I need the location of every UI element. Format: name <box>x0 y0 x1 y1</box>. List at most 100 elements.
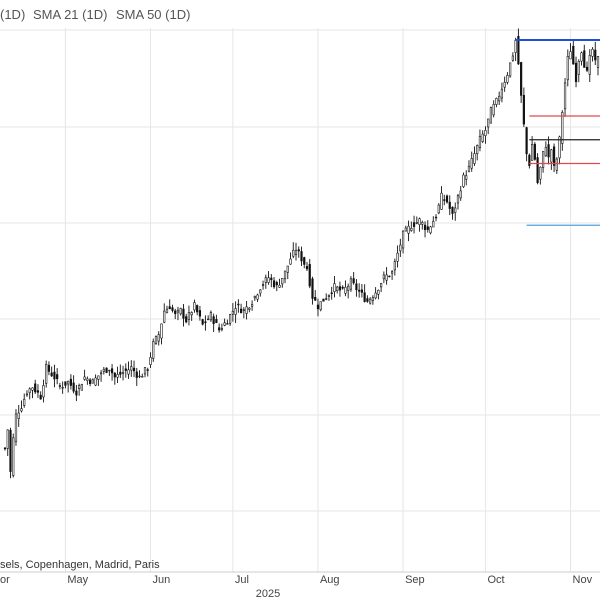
candle <box>94 374 97 387</box>
candle <box>470 151 473 172</box>
candle <box>297 246 300 258</box>
candle <box>536 153 539 185</box>
candle <box>204 315 207 331</box>
candle <box>127 361 130 379</box>
candle <box>91 378 94 384</box>
candle <box>437 203 440 215</box>
candle <box>3 447 7 451</box>
candle <box>498 91 501 106</box>
candle <box>594 41 597 65</box>
candle <box>146 367 149 377</box>
candle <box>20 400 23 413</box>
candle <box>157 331 160 346</box>
candle <box>456 193 460 210</box>
candle <box>401 230 405 254</box>
candle <box>358 283 361 298</box>
candle <box>190 311 193 321</box>
candle <box>333 276 336 298</box>
candle <box>421 220 424 230</box>
candle <box>130 360 133 377</box>
candle <box>267 271 270 285</box>
candle <box>110 364 114 381</box>
candle <box>289 252 292 265</box>
candle <box>281 277 284 288</box>
candle <box>330 286 333 300</box>
candle <box>443 194 446 206</box>
candle <box>105 367 108 374</box>
candle <box>300 246 303 267</box>
exchange-note: sels, Copenhagen, Madrid, Paris <box>0 559 160 571</box>
candle <box>143 367 147 378</box>
candle <box>547 136 550 165</box>
candle <box>89 377 92 387</box>
candle <box>83 369 86 381</box>
candle <box>185 313 188 324</box>
candle <box>12 433 15 478</box>
candle <box>124 363 127 378</box>
x-tick-label: Sep <box>405 574 425 586</box>
candle <box>385 267 388 285</box>
candle <box>99 369 103 382</box>
candle <box>31 387 34 399</box>
indicator-price-label[interactable]: (1D) <box>0 7 25 22</box>
candle <box>325 293 328 301</box>
candle <box>231 303 234 322</box>
candle <box>42 379 45 403</box>
candle <box>152 338 155 362</box>
candle <box>53 364 56 388</box>
candle <box>393 258 396 276</box>
candle <box>487 118 490 135</box>
candle <box>341 285 344 290</box>
candle <box>102 366 105 375</box>
candle <box>569 43 572 60</box>
candle <box>478 129 482 152</box>
candle <box>366 295 369 303</box>
candle <box>585 61 589 73</box>
candle <box>388 275 391 278</box>
candle <box>410 221 413 232</box>
candle <box>517 28 520 65</box>
candle <box>327 294 331 301</box>
candle <box>179 307 182 316</box>
candle <box>259 289 262 297</box>
candle <box>462 172 465 189</box>
candle <box>454 202 457 221</box>
x-tick-label: Nov <box>573 574 593 586</box>
candle <box>193 299 196 313</box>
candle <box>201 318 204 326</box>
candle <box>61 381 64 394</box>
candle <box>240 303 243 314</box>
candle <box>432 216 435 228</box>
candle <box>533 142 536 161</box>
indicator-sma50-label[interactable]: SMA 50 (1D) <box>116 7 190 22</box>
candle <box>577 59 580 83</box>
candle <box>311 276 314 305</box>
candle <box>451 206 454 220</box>
candle <box>418 217 421 232</box>
candle <box>36 384 40 398</box>
candle <box>596 56 600 76</box>
candle <box>440 186 443 211</box>
candle <box>34 379 37 394</box>
indicator-sma21-label[interactable]: SMA 21 (1D) <box>33 7 107 22</box>
candle <box>374 287 377 300</box>
candle <box>272 277 276 289</box>
x-tick-label: Jul <box>235 574 249 586</box>
x-tick-label: May <box>67 574 88 586</box>
x-tick-label: Jun <box>153 574 171 586</box>
candle <box>316 298 320 317</box>
candle <box>25 390 29 397</box>
grid <box>0 28 600 572</box>
candle <box>434 214 438 222</box>
candle <box>69 374 72 390</box>
candle <box>465 170 468 186</box>
candle <box>489 106 493 124</box>
candle <box>344 280 347 297</box>
candle <box>459 185 462 201</box>
candle <box>168 299 171 310</box>
candle <box>215 314 218 324</box>
candle <box>500 82 504 103</box>
candle <box>75 384 78 402</box>
